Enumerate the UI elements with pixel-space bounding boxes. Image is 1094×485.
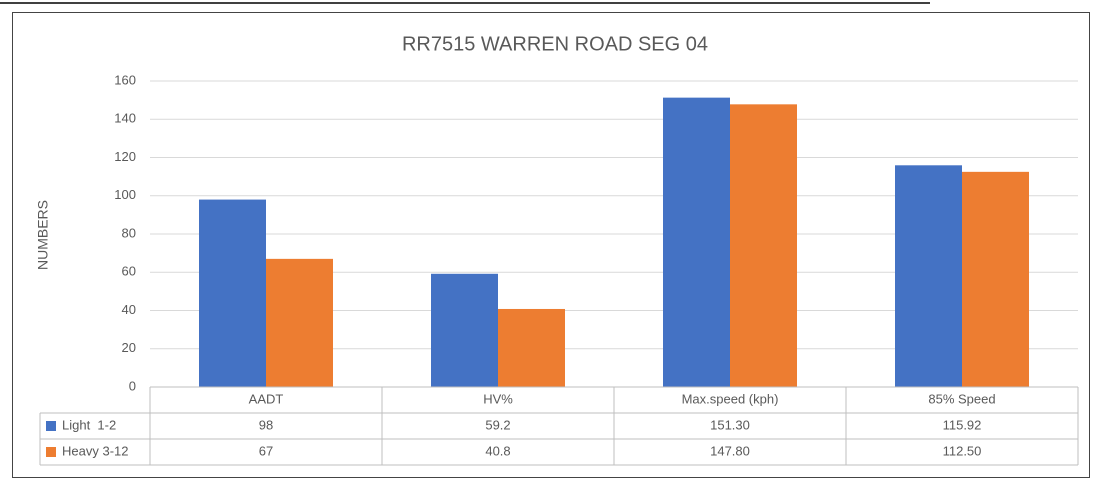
chart-title: RR7515 WARREN ROAD SEG 04 xyxy=(402,33,708,55)
table-value: 147.80 xyxy=(710,443,750,458)
legend-key xyxy=(46,421,56,431)
y-tick-label: 0 xyxy=(129,378,136,393)
x-tick-label: 85% Speed xyxy=(928,391,995,406)
bar xyxy=(663,97,730,388)
table-value: 67 xyxy=(259,443,273,458)
bar xyxy=(498,308,565,387)
y-tick-label: 160 xyxy=(114,72,136,87)
legend-label: Light 1-2 xyxy=(62,417,116,432)
table-value: 115.92 xyxy=(943,417,982,432)
table-value: 112.50 xyxy=(943,443,982,458)
x-tick-label: Max.speed (kph) xyxy=(682,391,779,406)
bar xyxy=(199,199,266,387)
table-value: 40.8 xyxy=(485,443,510,458)
table-value: 98 xyxy=(259,417,273,432)
y-tick-label: 120 xyxy=(114,149,136,164)
y-tick-label: 40 xyxy=(122,302,136,317)
x-tick-label: HV% xyxy=(483,391,513,406)
bar xyxy=(431,273,498,387)
table-value: 151.30 xyxy=(710,417,750,432)
table-value: 59.2 xyxy=(485,417,510,432)
y-tick-label: 100 xyxy=(114,187,136,202)
y-tick-label: 20 xyxy=(122,340,136,355)
bar xyxy=(266,258,333,387)
y-tick-label: 140 xyxy=(114,111,136,126)
y-tick-label: 60 xyxy=(122,264,136,279)
y-tick-label: 80 xyxy=(122,225,136,240)
bar xyxy=(962,171,1029,387)
y-axis-title: NUMBERS xyxy=(35,200,51,270)
bar xyxy=(730,104,797,388)
legend-key xyxy=(46,447,56,457)
legend-label: Heavy 3-12 xyxy=(62,443,128,458)
x-tick-label: AADT xyxy=(249,391,284,406)
bar xyxy=(895,165,962,387)
